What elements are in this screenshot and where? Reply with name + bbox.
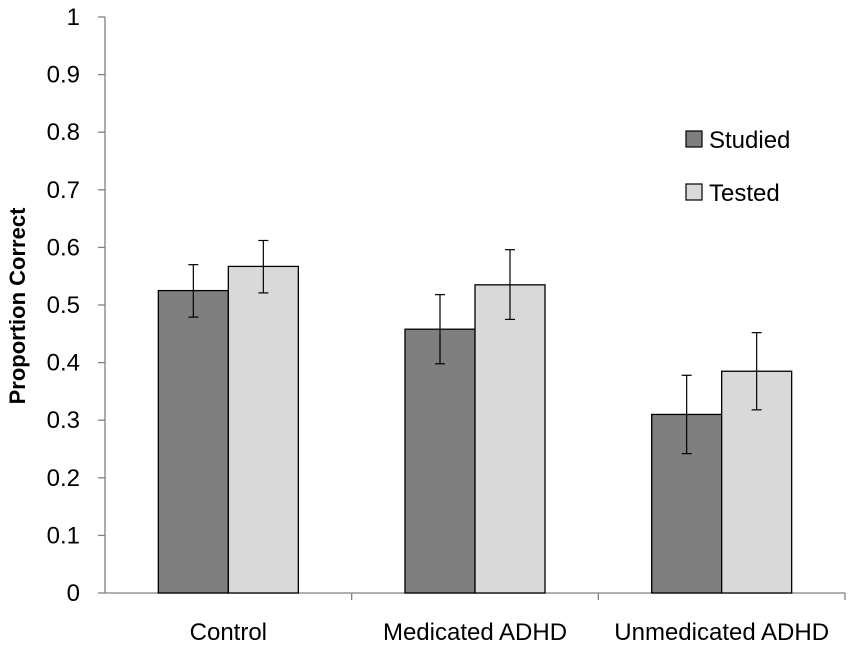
legend-label-tested: Tested (709, 180, 780, 207)
y-tick-labels: 0 0.1 0.2 0.3 0.4 0.5 0.6 0.7 0.8 0.9 1 (47, 4, 80, 607)
y-tick-label: 0.5 (47, 292, 80, 319)
bar-studied-medicated-adhd (404, 328, 476, 594)
category-label: Medicated ADHD (383, 619, 567, 646)
y-tick-label: 1 (67, 4, 80, 31)
y-axis-label: Proportion Correct (5, 207, 30, 404)
legend-swatch-studied (685, 130, 703, 148)
category-label: Control (190, 619, 267, 646)
bar-studied-unmedicated-adhd (651, 413, 723, 594)
category-labels: Control Medicated ADHD Unmedicated ADHD (190, 619, 829, 646)
bar-tested-medicated-adhd (474, 284, 546, 594)
y-tick-label: 0.4 (47, 350, 80, 377)
y-tick-label: 0.2 (47, 465, 80, 492)
y-tick-label: 0.8 (47, 119, 80, 146)
legend: Studied Tested (685, 127, 790, 207)
legend-label-studied: Studied (709, 127, 790, 154)
bars (157, 265, 793, 594)
error-bars (188, 239, 762, 455)
y-tick-label: 0.6 (47, 234, 80, 261)
category-label: Unmedicated ADHD (614, 619, 829, 646)
y-tick-label: 0.3 (47, 407, 80, 434)
y-tick-label: 0.9 (47, 62, 80, 89)
legend-swatch-tested (685, 183, 703, 201)
y-tick-label: 0.1 (47, 522, 80, 549)
bar-studied-control (157, 289, 229, 594)
bar-tested-control (227, 265, 299, 594)
y-tick-label: 0.7 (47, 177, 80, 204)
y-tick-label: 0 (67, 580, 80, 607)
